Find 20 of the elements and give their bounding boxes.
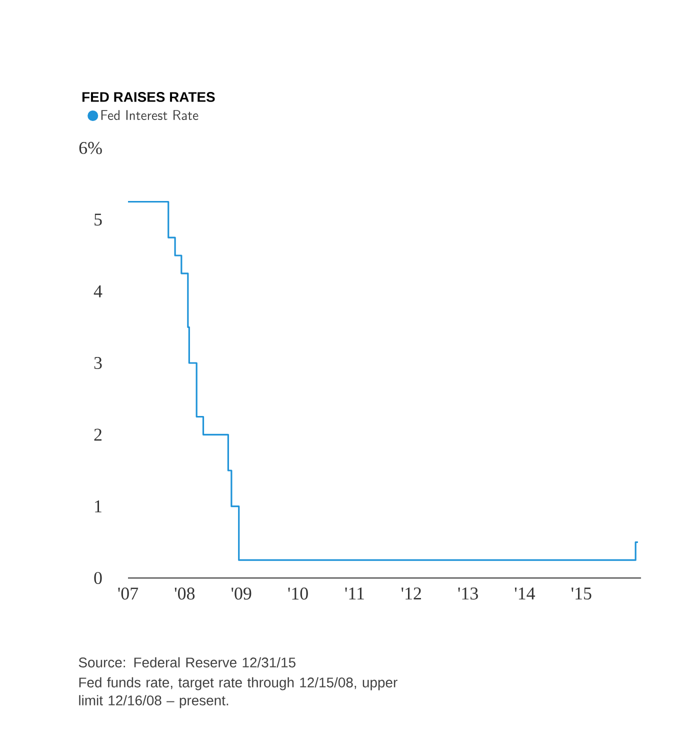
x-tick-label: '15 xyxy=(572,588,592,600)
legend-label: Fed Interest Rate xyxy=(101,110,198,120)
y-tick-label: 5 xyxy=(94,214,102,226)
y-tick-label: 2 xyxy=(94,428,102,441)
x-tick-label: '10 xyxy=(288,588,308,600)
x-tick-label: '11 xyxy=(345,588,364,600)
y-tick-label: 3 xyxy=(94,356,102,370)
x-tick-label: '07 xyxy=(118,588,138,600)
y-tick-label: 6% xyxy=(79,142,102,154)
x-tick-label: '12 xyxy=(402,588,421,600)
text: Fed funds rate, target rate through 12/15/08, upper limit 12/16/08 – present. xyxy=(79,677,398,708)
source-note: Source: Federal Reserve 12/31/15 xyxy=(78,657,296,668)
x-tick-label: '08 xyxy=(174,588,195,600)
y-tick-label: 0 xyxy=(94,572,102,584)
x-tick-label: '14 xyxy=(514,588,536,600)
chart-title: FED RAISES RATES xyxy=(82,92,215,102)
x-tick-label: '13 xyxy=(458,588,478,600)
y-tick-label: 1 xyxy=(95,500,102,512)
x-tick-label: '09 xyxy=(232,588,252,600)
y-tick-label: 4 xyxy=(94,285,102,298)
